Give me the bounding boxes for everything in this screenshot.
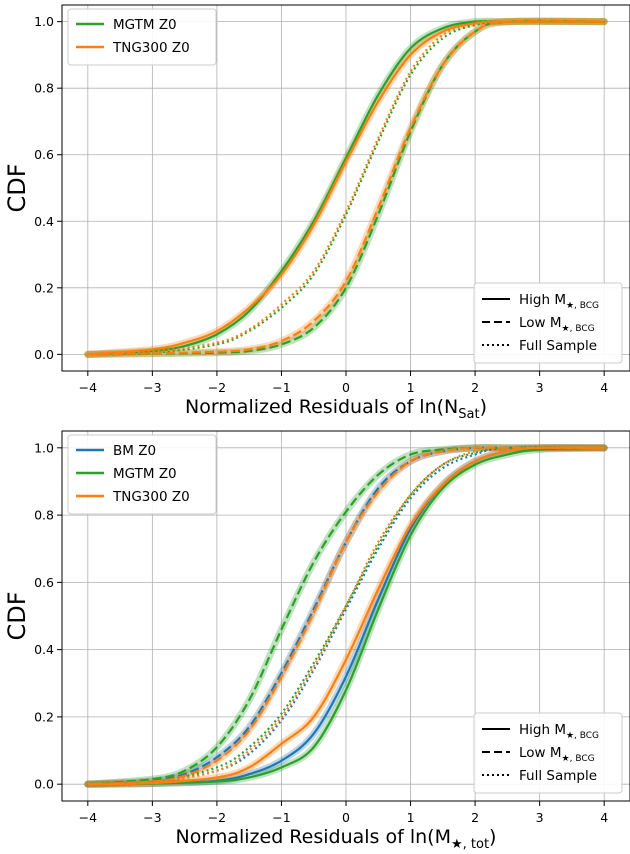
x-tick-label: 3: [536, 810, 544, 825]
y-tick-label: 0.4: [34, 642, 54, 657]
x-tick-label: 0: [342, 380, 350, 395]
cdf-line-mgtm-high: [87, 20, 605, 356]
legend-box: [473, 282, 623, 364]
y-tick-label: 0.8: [34, 81, 54, 96]
legend-style-entry: High M★, BCG: [519, 722, 599, 741]
x-tick-label: 1: [407, 380, 415, 395]
tick-marks: −4 −3 −2 −1 0 1 2 3 4 0.0 0.2 0.4 0.6 0.8 1.0: [34, 440, 608, 825]
x-tick-label: 4: [600, 810, 608, 825]
x-tick-label: −2: [208, 380, 226, 395]
y-tick-label: 1.0: [34, 440, 54, 455]
y-tick-label: 0.2: [34, 709, 54, 724]
cdf-line-tng300-high: [87, 20, 605, 356]
legend-style-entry: High M★, BCG: [519, 292, 599, 311]
y-tick-label: 0.6: [34, 147, 54, 162]
simulation-legend: BM Z0 MGTM Z0 TNG300 Z0: [67, 434, 217, 515]
grid: [62, 5, 630, 371]
cdf-line-tng300-full: [87, 446, 605, 786]
x-tick-label: 0: [342, 810, 350, 825]
bottom-panel: −4 −3 −2 −1 0 1 2 3 4 0.0 0.2 0.4 0.6 0.8 1.0 CDF Norm…: [3, 430, 630, 852]
legend-entry: MGTM Z0: [113, 17, 177, 33]
legend-style-entry: Low M★, BCG: [519, 315, 595, 334]
x-tick-label: 4: [600, 380, 608, 395]
top-panel: −4 −3 −2 −1 0 1 2 3 4 0.0 0.2 0.4 0.6 0.8 1.0 CDF Norm…: [3, 4, 630, 422]
cdf-lines: [87, 19, 605, 356]
y-tick-label: 0.0: [34, 347, 54, 362]
cdf-line-tng300-low: [87, 446, 605, 786]
y-tick-label: 0.2: [34, 280, 54, 295]
legend-entry: TNG300 Z0: [112, 489, 190, 505]
cdf-line-mgtm-high: [87, 446, 605, 786]
legend-entry: TNG300 Z0: [112, 40, 190, 56]
x-tick-label: −4: [79, 810, 97, 825]
x-tick-label: −1: [272, 810, 290, 825]
y-axis-label: CDF: [3, 163, 31, 212]
x-tick-label: 1: [407, 810, 415, 825]
legend-box: [67, 8, 217, 66]
legend-style-entry: Full Sample: [519, 338, 597, 354]
legend-entry: BM Z0: [113, 443, 156, 459]
legend-style-entry: Full Sample: [519, 768, 597, 784]
y-tick-label: 1.0: [34, 14, 54, 29]
x-tick-label: −3: [143, 380, 161, 395]
cdf-line-tng300-full: [87, 20, 605, 356]
x-tick-label: −3: [143, 810, 161, 825]
cdf-line-mgtm-full: [87, 446, 605, 786]
line-style-legend: High M★, BCG Low M★, BCG Full Sample: [473, 712, 623, 794]
x-tick-label: 3: [536, 380, 544, 395]
x-tick-label: 2: [471, 810, 479, 825]
x-tick-label: −2: [208, 810, 226, 825]
x-axis-label: Normalized Residuals of ln(NSat): [185, 396, 487, 422]
legend-box: [473, 712, 623, 794]
legend-style-entry: Low M★, BCG: [519, 745, 595, 764]
tick-marks: −4 −3 −2 −1 0 1 2 3 4 0.0 0.2 0.4 0.6 0.8 1.0: [34, 14, 608, 395]
cdf-line-tng300-low: [87, 19, 605, 356]
cdf-line-mgtm-low: [87, 19, 605, 356]
x-tick-label: −4: [79, 380, 97, 395]
legend-box: [67, 434, 217, 515]
y-axis-label: CDF: [3, 591, 31, 640]
grid: [62, 431, 630, 801]
legend-entry: MGTM Z0: [113, 466, 177, 482]
line-style-legend: High M★, BCG Low M★, BCG Full Sample: [473, 282, 623, 364]
x-axis-label: Normalized Residuals of ln(M★, tot): [176, 826, 497, 852]
y-tick-label: 0.6: [34, 575, 54, 590]
y-tick-label: 0.8: [34, 508, 54, 523]
cdf-lines: [87, 446, 605, 786]
cdf-line-tng300-high: [87, 446, 605, 786]
x-tick-label: −1: [272, 380, 290, 395]
y-tick-label: 0.4: [34, 214, 54, 229]
y-tick-label: 0.0: [34, 777, 54, 792]
simulation-legend: MGTM Z0 TNG300 Z0: [67, 8, 217, 66]
x-tick-label: 2: [471, 380, 479, 395]
